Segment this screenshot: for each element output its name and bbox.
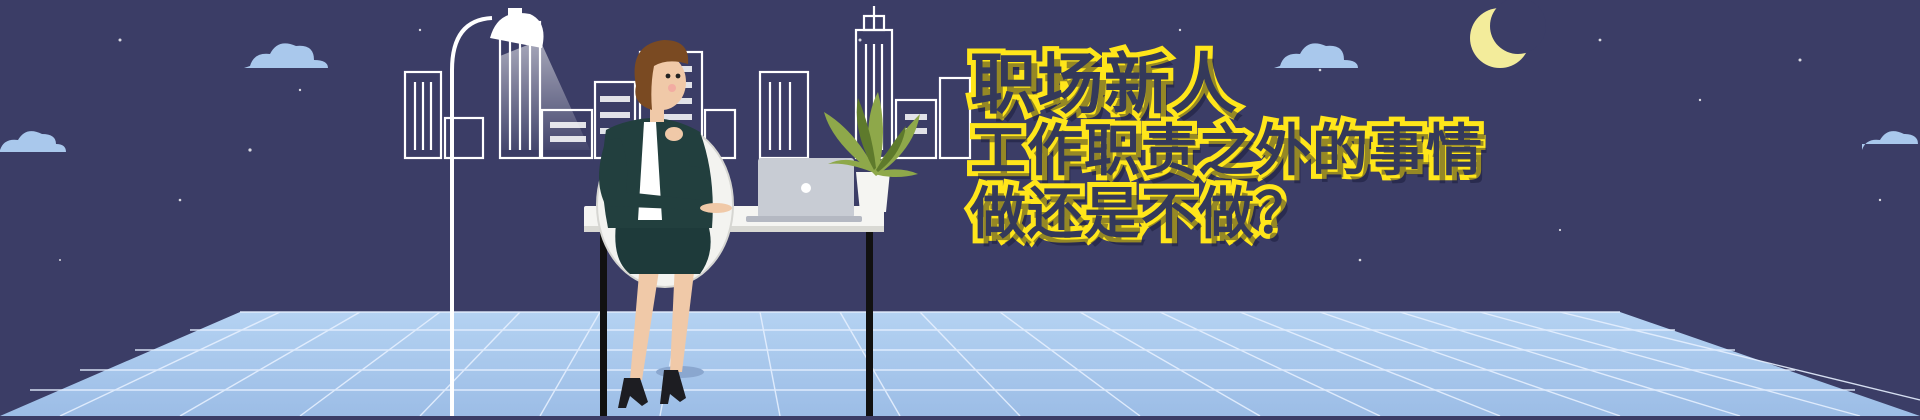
floor-grid — [30, 311, 1920, 417]
cloud-icon — [1862, 131, 1918, 150]
headline-line2: 工作职责之外的事情 — [965, 118, 1487, 187]
cloud-icon — [1274, 43, 1358, 68]
desk-lamp-icon — [450, 8, 590, 416]
cloud-icon — [0, 131, 66, 152]
headline-line1: 职场新人 — [965, 45, 1242, 125]
floor — [0, 312, 1920, 416]
moon-icon — [1470, 0, 1546, 68]
potted-plant-icon — [824, 92, 920, 212]
woman-figure — [599, 40, 732, 408]
stars — [59, 9, 1882, 262]
headline: 职场新人 工作职责之外的事情 做还是不做？ — [965, 45, 1487, 249]
headline-line3: 做还是不做？ — [965, 180, 1316, 249]
cloud-icon — [244, 43, 328, 68]
laptop-icon — [746, 158, 862, 222]
